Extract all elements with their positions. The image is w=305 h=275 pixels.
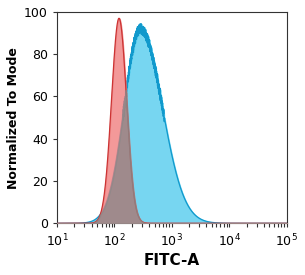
- X-axis label: FITC-A: FITC-A: [144, 253, 200, 268]
- Y-axis label: Normalized To Mode: Normalized To Mode: [7, 47, 20, 189]
